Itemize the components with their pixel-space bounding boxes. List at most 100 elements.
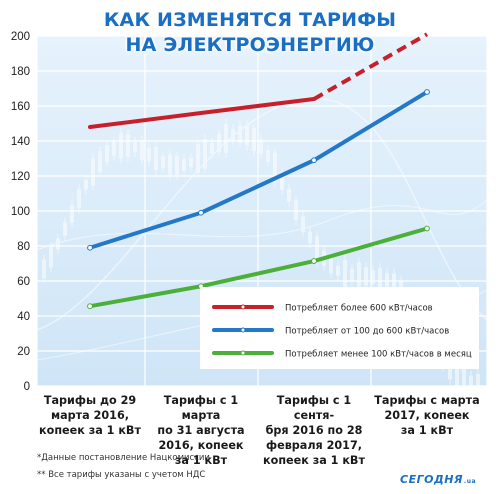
decor-candle <box>238 125 242 143</box>
x-category-label: Тарифы до 29 марта 2016, копеек за 1 кВт <box>35 393 145 438</box>
decor-candle <box>245 125 249 146</box>
decor-candle <box>91 158 95 186</box>
x-category-label-line: по 31 августа <box>157 424 245 437</box>
x-category-label-line: 2017, копеек <box>384 409 470 422</box>
y-tick-label: 200 <box>11 31 30 43</box>
x-category-label-line: Тарифы с марта <box>374 394 480 407</box>
decor-candle <box>301 216 305 232</box>
data-point <box>311 258 317 264</box>
series-line <box>88 226 429 309</box>
data-point <box>311 157 317 164</box>
decor-candle <box>252 128 256 152</box>
decor-candle <box>70 205 74 223</box>
decor-candle <box>217 134 221 152</box>
y-tick-label: 120 <box>11 171 30 183</box>
decor-candle <box>203 139 207 169</box>
x-category-label-line: Тарифы с 1 сентя- <box>276 394 352 422</box>
decor-candle <box>147 147 151 162</box>
decor-candle <box>455 364 459 387</box>
decor-candle <box>84 179 88 190</box>
x-category-label: Тарифы с 1 марта по 31 августа 2016, копее… <box>146 393 256 468</box>
legend-swatch-dot <box>240 350 246 356</box>
series-line <box>88 90 429 250</box>
x-category-label-line: за 1 кВт <box>174 454 228 467</box>
y-axis: 0 20 40 60 80 100 120 140 160 180 200 <box>11 31 30 393</box>
chart-title-line2: НА ЭЛЕКТРОЭНЕРГИЮ <box>125 34 375 56</box>
x-category-label-line: 2016, копеек <box>158 439 244 452</box>
decor-candle <box>308 231 312 244</box>
y-tick-label: 140 <box>11 136 30 148</box>
decor-candle <box>280 171 284 190</box>
decor-candle <box>49 247 53 268</box>
decor-candle <box>133 142 137 153</box>
x-category-label-line: копеек за 1 кВт <box>39 424 141 437</box>
decor-candle <box>161 156 165 168</box>
decor-candle <box>315 236 319 262</box>
decor-candle <box>210 142 214 154</box>
y-tick-label: 0 <box>24 381 30 393</box>
decor-candle <box>56 238 60 250</box>
decor-candle <box>343 259 347 289</box>
decor-candle <box>364 267 368 286</box>
series-line <box>88 97 316 129</box>
data-point <box>87 244 93 251</box>
y-tick-label: 100 <box>11 206 30 218</box>
decor-candle <box>189 157 193 168</box>
decor-candle <box>112 141 116 156</box>
series-layer <box>87 32 430 310</box>
x-category-label-line: бря 2016 по 28 <box>265 424 363 437</box>
legend-label: Потребляет более 600 кВт/часов <box>285 304 433 314</box>
series-1 <box>88 32 428 129</box>
y-tick-label: 40 <box>17 311 30 323</box>
x-category-label-line: копеек за 1 кВт <box>263 454 365 467</box>
decor-candle <box>231 129 235 142</box>
decor-candle <box>469 375 473 391</box>
decor-candle <box>273 152 277 183</box>
decor-candle <box>175 156 179 175</box>
y-tick-label: 60 <box>17 276 30 288</box>
brand-logo: СЕГОДНЯ.ua <box>400 473 476 486</box>
x-category-label-line: Тарифы с 1 марта <box>163 394 239 422</box>
y-tick-label: 20 <box>17 346 30 358</box>
y-tick-label: 80 <box>17 241 30 253</box>
series-3 <box>87 225 430 310</box>
decor-candle <box>168 154 172 175</box>
y-tick-label: 160 <box>11 101 30 113</box>
legend-swatch-dot <box>240 304 246 310</box>
decor-candle <box>392 273 396 299</box>
footnote-vat: ** Все тарифы указаны с учетом НДС <box>37 470 206 480</box>
x-category-label: Тарифы с 1 сентя-бря 2016 по 28 февраля 2… <box>259 393 369 468</box>
x-category-label: Тарифы с марта 2017, копеек за 1 кВт <box>372 393 482 438</box>
y-tick-label: 180 <box>11 66 30 78</box>
decor-candle <box>154 147 158 171</box>
legend: Потребляет более 600 кВт/часов Потребляет… <box>200 287 479 369</box>
decor-candle <box>476 373 480 392</box>
series-2 <box>87 89 430 251</box>
series-line-forecast <box>313 32 428 101</box>
legend-swatch-dot <box>240 327 246 333</box>
decor-candle <box>126 134 130 157</box>
decor-candle <box>336 265 340 276</box>
footnote-source: *Данные постановление Нацкомиссии <box>37 453 210 463</box>
decor-candle <box>259 139 263 154</box>
decor-candle <box>350 268 354 283</box>
x-category-label-line: марта 2016, <box>50 409 130 422</box>
x-category-label-line: Тарифы до 29 <box>43 394 137 407</box>
decor-candle <box>329 257 333 274</box>
decor-candle <box>462 366 466 396</box>
decor-candle <box>294 199 298 220</box>
x-category-label-line: февраля 2017, <box>266 439 362 452</box>
data-point <box>87 303 93 310</box>
decor-candle <box>357 262 361 290</box>
decor-candle <box>287 188 291 202</box>
decor-candle <box>98 151 102 173</box>
decor-candle <box>105 145 109 163</box>
decor-candle <box>63 222 67 236</box>
data-point <box>424 89 430 95</box>
brand-suffix: .ua <box>463 478 477 485</box>
legend-label: Потребляет от 100 до 600 кВт/часов <box>285 327 449 337</box>
decor-candle <box>42 259 46 279</box>
data-point <box>198 209 204 216</box>
decor-candle <box>77 189 81 209</box>
